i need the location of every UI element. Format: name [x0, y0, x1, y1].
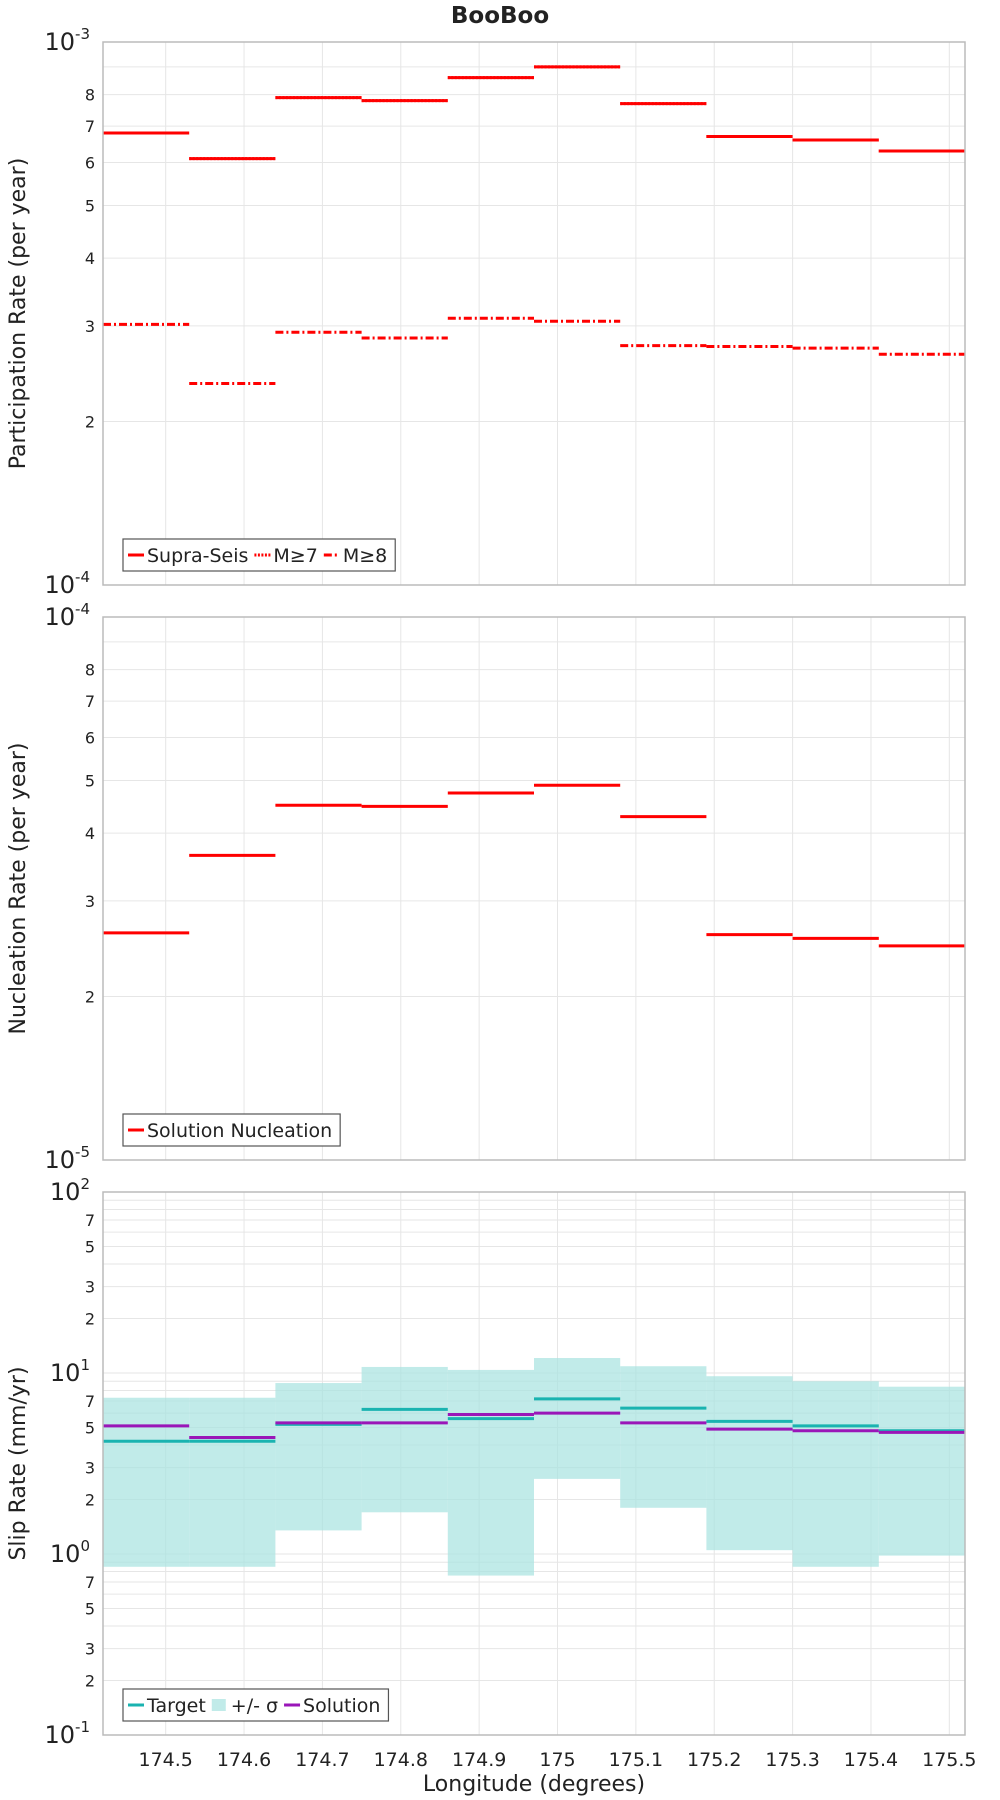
- legend-label: Supra-Seis: [147, 545, 248, 567]
- chart-panel-3: 10-1 2 3 5 7 100 2 3 5 7 101 2 3 5 7 102 Slip Rate (mm/y…: [6, 1175, 977, 1797]
- band-segment: [534, 1358, 621, 1479]
- y-tick-label: 2: [85, 413, 95, 432]
- y-tick-label: 10-1: [44, 1718, 90, 1749]
- legend: Supra-Seis M≥7 M≥8: [122, 538, 396, 572]
- legend-label: +/- σ: [231, 1695, 278, 1717]
- legend-label: Solution Nucleation: [147, 1120, 332, 1142]
- x-tick-label: 175.1: [609, 1749, 663, 1771]
- band-segment: [447, 1369, 534, 1576]
- x-tick-label: 175.4: [844, 1749, 898, 1771]
- legend-label: Solution: [303, 1695, 380, 1717]
- y-tick-label: 8: [85, 86, 95, 105]
- series-3: [103, 316, 965, 386]
- x-tick-label: 175: [539, 1749, 575, 1771]
- plot-area: [103, 617, 965, 1160]
- band-segment: [275, 1383, 362, 1531]
- plot-frame: [102, 616, 966, 1161]
- x-tick-label: 175.5: [922, 1749, 976, 1771]
- y-tick-label: 7: [85, 1573, 95, 1592]
- x-tick-label: 174.8: [374, 1749, 428, 1771]
- y-tick-label: 10-4: [44, 600, 90, 631]
- legend-label: M≥7: [273, 545, 317, 567]
- y-tick-labels: 10-5 2 3 4 5 6 7 8 10-4: [44, 600, 95, 1174]
- plot-area: [103, 42, 965, 585]
- band-segment: [361, 1366, 448, 1513]
- y-tick-label: 7: [85, 1211, 95, 1230]
- y-tick-label: 10-4: [44, 568, 90, 599]
- legend-box: [122, 1688, 390, 1722]
- series-1: [103, 783, 965, 948]
- y-tick-label: 3: [85, 1278, 95, 1297]
- y-tick-label: 2: [85, 1310, 95, 1329]
- band-segment: [189, 1397, 276, 1567]
- y-tick-label: 7: [85, 692, 95, 711]
- x-tick-label: 174.5: [138, 1749, 192, 1771]
- y-tick-label: 4: [85, 824, 95, 843]
- y-tick-label: 3: [85, 317, 95, 336]
- x-tick-label: 174.9: [452, 1749, 506, 1771]
- y-tick-label: 6: [85, 153, 95, 172]
- grid: [103, 617, 965, 1160]
- plot-frame: [102, 1191, 966, 1736]
- y-tick-label: 3: [85, 1459, 95, 1478]
- y-tick-label: 10-3: [44, 25, 90, 56]
- series-2: [103, 65, 965, 161]
- x-axis-label: Longitude (degrees): [423, 1772, 645, 1797]
- band-segment: [878, 1386, 965, 1556]
- y-tick-label: 5: [85, 1599, 95, 1618]
- y-axis-label: Participation Rate (per year): [6, 158, 31, 470]
- y-tick-label: 8: [85, 661, 95, 680]
- x-tick-label: 175.3: [765, 1749, 819, 1771]
- y-tick-label: 2: [85, 1491, 95, 1510]
- plot-frame: [102, 41, 966, 586]
- x-tick-label: 174.7: [295, 1749, 349, 1771]
- band-segment: [103, 1397, 190, 1567]
- y-tick-label: 3: [85, 1640, 95, 1659]
- y-tick-label: 5: [85, 1237, 95, 1256]
- x-tick-label: 174.6: [217, 1749, 271, 1771]
- band-segment: [706, 1376, 793, 1551]
- series-3: [103, 1411, 965, 1440]
- band-segment: [792, 1381, 879, 1567]
- y-tick-labels: 10-1 2 3 5 7 100 2 3 5 7 101 2 3 5 7 102: [44, 1175, 95, 1749]
- legend-label: M≥8: [343, 545, 387, 567]
- y-tick-label: 5: [85, 1418, 95, 1437]
- legend-swatch: [211, 1699, 226, 1711]
- y-tick-label: 5: [85, 196, 95, 215]
- y-tick-label: 10-5: [44, 1143, 90, 1174]
- y-tick-label: 101: [50, 1356, 90, 1387]
- y-tick-label: 100: [50, 1537, 90, 1568]
- grid: [103, 42, 965, 585]
- y-tick-label: 4: [85, 249, 95, 268]
- y-tick-label: 6: [85, 728, 95, 747]
- legend: Target +/- σ Solution: [122, 1688, 390, 1722]
- band-segment: [620, 1366, 707, 1508]
- y-axis-label: Slip Rate (mm/yr): [6, 1366, 31, 1560]
- legend: Solution Nucleation: [122, 1113, 341, 1147]
- chart-panel-1: 10-4 2 3 4 5 6 7 8 10-3 Participation Rate (per y…: [6, 25, 966, 599]
- chart-panel-2: 10-5 2 3 4 5 6 7 8 10-4 Nucleation Rate (per year…: [6, 600, 966, 1174]
- y-tick-label: 5: [85, 771, 95, 790]
- y-tick-label: 3: [85, 892, 95, 911]
- y-tick-label: 2: [85, 988, 95, 1007]
- x-tick-labels: 174.5 174.6 174.7 174.8 174.9 175 175.1 175.2 17…: [138, 1749, 976, 1771]
- x-tick-label: 175.2: [687, 1749, 741, 1771]
- y-tick-labels: 10-4 2 3 4 5 6 7 8 10-3: [44, 25, 95, 599]
- y-axis-label: Nucleation Rate (per year): [6, 743, 31, 1035]
- y-tick-label: 7: [85, 117, 95, 136]
- legend-box: [122, 1113, 341, 1147]
- legend-label: Target: [146, 1695, 206, 1717]
- y-tick-label: 2: [85, 1672, 95, 1691]
- y-tick-label: 7: [85, 1392, 95, 1411]
- y-tick-label: 102: [50, 1175, 90, 1206]
- chart-title: BooBoo: [451, 3, 549, 29]
- series-band: [103, 1358, 965, 1576]
